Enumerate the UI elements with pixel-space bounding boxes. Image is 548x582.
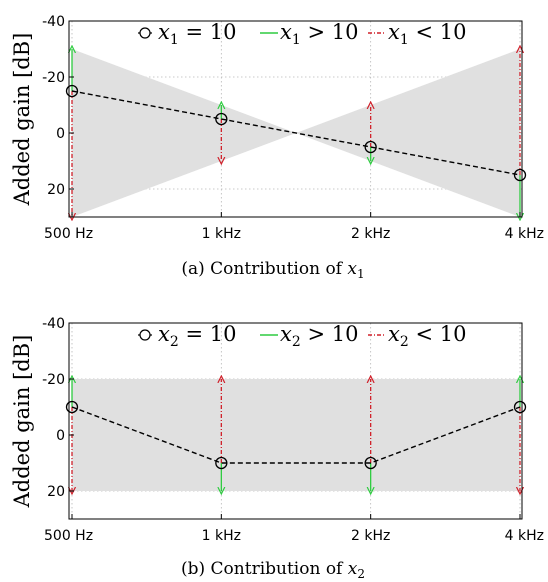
data-point bbox=[215, 112, 228, 126]
arrows-a bbox=[72, 49, 520, 217]
series-line bbox=[71, 406, 521, 464]
plot-frame-b bbox=[68, 322, 523, 520]
x-tick-label: 500 Hz bbox=[44, 226, 93, 242]
y-ticks-a: -40 -20 0 20 bbox=[42, 14, 74, 198]
caption-a-sub: 1 bbox=[357, 267, 365, 281]
legend-b: x2 = 10 x2 > 10 x2 < 10 bbox=[138, 322, 466, 350]
legend-label: x1 = 10 bbox=[158, 20, 236, 48]
y-axis-label-b: Added gain [dB] bbox=[10, 335, 34, 509]
legend-a: x1 = 10 x1 > 10 x1 < 10 bbox=[138, 20, 466, 48]
y-axis-label-a: Added gain [dB] bbox=[10, 33, 34, 207]
envelope-segment bbox=[72, 49, 222, 217]
y-tick-label: 0 bbox=[56, 428, 65, 444]
envelope-a bbox=[72, 49, 520, 217]
panel-b: -40 -20 0 20 500 Hz 1 kHz 2 kHz 4 kHz Added ga… bbox=[10, 316, 544, 581]
series-a bbox=[65, 84, 527, 182]
y-tick-label: 20 bbox=[47, 182, 65, 198]
y-tick-label: 0 bbox=[56, 126, 65, 142]
envelope-segment bbox=[72, 379, 222, 491]
x-tick-label: 500 Hz bbox=[44, 528, 93, 544]
x-tick-label: 1 kHz bbox=[202, 226, 241, 242]
x-tick-label: 2 kHz bbox=[351, 528, 390, 544]
legend-entry: x1 < 10 bbox=[368, 20, 466, 48]
legend-entry: x1 > 10 bbox=[260, 20, 358, 48]
y-tick-label: 20 bbox=[47, 484, 65, 500]
legend-marker bbox=[139, 27, 151, 39]
data-point bbox=[215, 456, 228, 470]
x-tick-label: 4 kHz bbox=[505, 226, 544, 242]
caption-b: (b) Contribution of x2 bbox=[181, 559, 365, 581]
legend-label: x1 > 10 bbox=[280, 20, 358, 48]
y-tick-label: -20 bbox=[42, 70, 65, 86]
data-point bbox=[65, 400, 79, 414]
legend-entry: x2 < 10 bbox=[368, 322, 466, 350]
envelope-segment bbox=[370, 49, 520, 217]
x-ticks-a: 500 Hz 1 kHz 2 kHz 4 kHz bbox=[44, 212, 544, 242]
y-tick-label: -20 bbox=[42, 372, 65, 388]
legend-entry: x2 = 10 bbox=[138, 322, 236, 350]
series-line bbox=[71, 90, 521, 176]
caption-a: (a) Contribution of x1 bbox=[181, 259, 364, 281]
envelope-segment bbox=[221, 379, 371, 491]
x-tick-label: 4 kHz bbox=[505, 528, 544, 544]
arrows-b bbox=[72, 379, 520, 491]
x-tick-label: 2 kHz bbox=[351, 226, 390, 242]
series-b bbox=[65, 400, 527, 470]
data-point bbox=[364, 456, 377, 470]
legend-entry: x1 = 10 bbox=[138, 20, 236, 48]
data-point bbox=[65, 84, 79, 98]
x-ticks-b: 500 Hz 1 kHz 2 kHz 4 kHz bbox=[44, 514, 544, 544]
caption-b-sub: 2 bbox=[357, 567, 365, 581]
x-tick-label: 1 kHz bbox=[202, 528, 241, 544]
legend-label: x2 < 10 bbox=[388, 322, 466, 350]
panel-a: -40 -20 0 20 500 Hz 1 kHz 2 kHz 4 kHz Added ga… bbox=[10, 14, 544, 281]
legend-label: x2 = 10 bbox=[158, 322, 236, 350]
legend-label: x1 < 10 bbox=[388, 20, 466, 48]
data-point bbox=[513, 168, 527, 182]
legend-entry: x2 > 10 bbox=[260, 322, 358, 350]
data-point bbox=[364, 140, 377, 154]
data-point bbox=[513, 400, 527, 414]
y-tick-label: -40 bbox=[42, 316, 65, 332]
legend-label: x2 > 10 bbox=[280, 322, 358, 350]
y-tick-label: -40 bbox=[42, 14, 65, 30]
legend-marker bbox=[139, 329, 151, 341]
plot-frame-a bbox=[68, 20, 523, 218]
y-ticks-b: -40 -20 0 20 bbox=[42, 316, 74, 500]
envelope-b bbox=[72, 379, 520, 491]
